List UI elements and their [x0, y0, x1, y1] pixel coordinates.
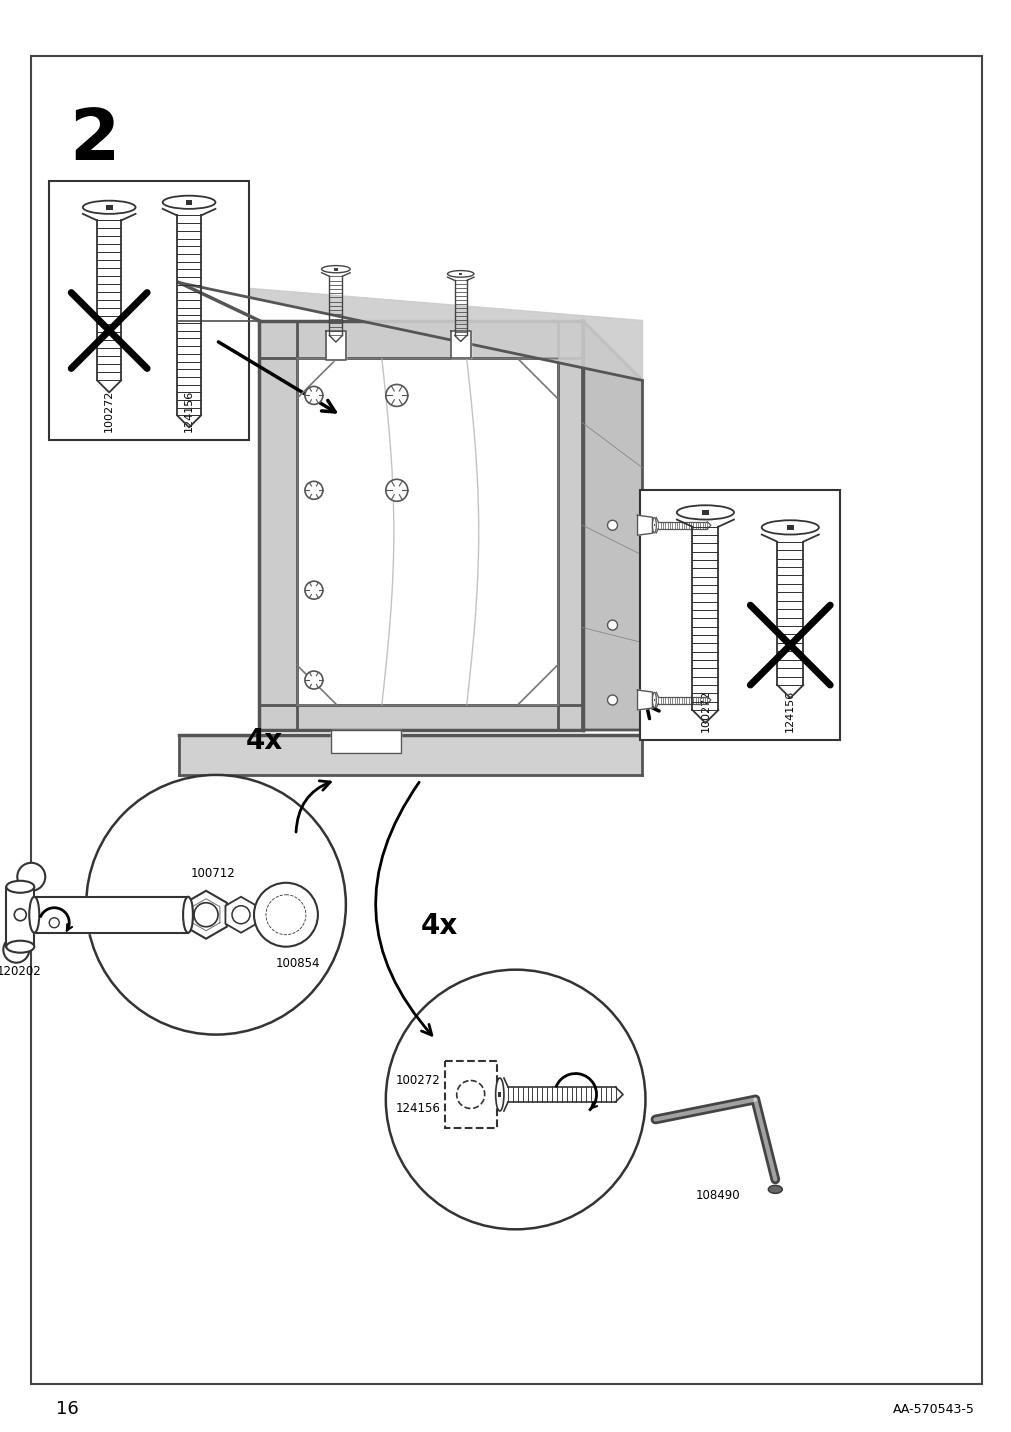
Bar	[444, 1061, 496, 1128]
Text: 100854: 100854	[276, 957, 320, 969]
Polygon shape	[557, 321, 582, 730]
Polygon shape	[179, 735, 642, 775]
Ellipse shape	[321, 265, 350, 272]
Circle shape	[254, 882, 317, 947]
Circle shape	[456, 1081, 484, 1108]
Ellipse shape	[676, 505, 733, 520]
Circle shape	[385, 969, 645, 1229]
Circle shape	[14, 909, 26, 921]
Circle shape	[607, 695, 617, 705]
Polygon shape	[637, 516, 652, 536]
Bar	[653, 524, 654, 526]
Polygon shape	[450, 331, 470, 358]
Polygon shape	[331, 730, 400, 753]
Circle shape	[304, 672, 323, 689]
Text: 4x: 4x	[246, 727, 283, 755]
Text: AA-570543-5: AA-570543-5	[893, 1402, 974, 1416]
Text: 120202: 120202	[0, 965, 41, 978]
Bar	[106, 205, 112, 211]
Polygon shape	[259, 705, 582, 730]
Circle shape	[50, 918, 60, 928]
Ellipse shape	[767, 1186, 782, 1193]
Circle shape	[304, 387, 323, 404]
Polygon shape	[582, 321, 642, 730]
Polygon shape	[34, 896, 188, 932]
Circle shape	[86, 775, 346, 1034]
Text: 108490: 108490	[695, 1190, 739, 1203]
Circle shape	[304, 481, 323, 500]
Bar	[497, 1093, 500, 1097]
Polygon shape	[185, 891, 226, 939]
Polygon shape	[259, 321, 582, 358]
Text: 124156: 124156	[785, 690, 795, 732]
Bar	[50, 180, 249, 441]
Text: 100272: 100272	[395, 1074, 441, 1087]
Bar	[786, 524, 794, 530]
Text: 16: 16	[57, 1400, 79, 1418]
Circle shape	[607, 620, 617, 630]
Text: 124156: 124156	[184, 390, 194, 432]
Ellipse shape	[447, 271, 473, 278]
Bar	[186, 199, 192, 205]
Ellipse shape	[652, 692, 656, 707]
Bar	[640, 490, 839, 740]
Text: 100272: 100272	[104, 390, 114, 432]
Bar	[653, 699, 654, 702]
Polygon shape	[179, 282, 642, 381]
Text: 100712: 100712	[191, 866, 236, 879]
Circle shape	[304, 581, 323, 599]
Ellipse shape	[6, 881, 34, 892]
Ellipse shape	[652, 517, 656, 533]
Ellipse shape	[29, 896, 39, 932]
Circle shape	[385, 384, 407, 407]
Circle shape	[17, 863, 45, 891]
Circle shape	[277, 906, 294, 924]
Ellipse shape	[495, 1078, 503, 1111]
Circle shape	[266, 895, 305, 935]
Bar	[459, 272, 462, 275]
Circle shape	[607, 520, 617, 530]
Bar	[701, 510, 709, 516]
Text: 100272: 100272	[700, 690, 710, 732]
Bar	[6, 886, 34, 947]
Ellipse shape	[183, 896, 193, 932]
Text: 124156: 124156	[395, 1103, 441, 1116]
Circle shape	[194, 902, 217, 927]
Ellipse shape	[163, 196, 215, 209]
Polygon shape	[637, 690, 652, 710]
Text: 2: 2	[69, 106, 119, 175]
Polygon shape	[225, 896, 257, 932]
Circle shape	[232, 906, 250, 924]
Text: 4x: 4x	[421, 912, 458, 939]
Ellipse shape	[83, 200, 135, 213]
Ellipse shape	[6, 941, 34, 952]
Circle shape	[3, 937, 29, 962]
Bar	[334, 268, 338, 271]
Ellipse shape	[761, 520, 818, 534]
Polygon shape	[259, 321, 296, 730]
Polygon shape	[326, 331, 346, 361]
Circle shape	[385, 480, 407, 501]
